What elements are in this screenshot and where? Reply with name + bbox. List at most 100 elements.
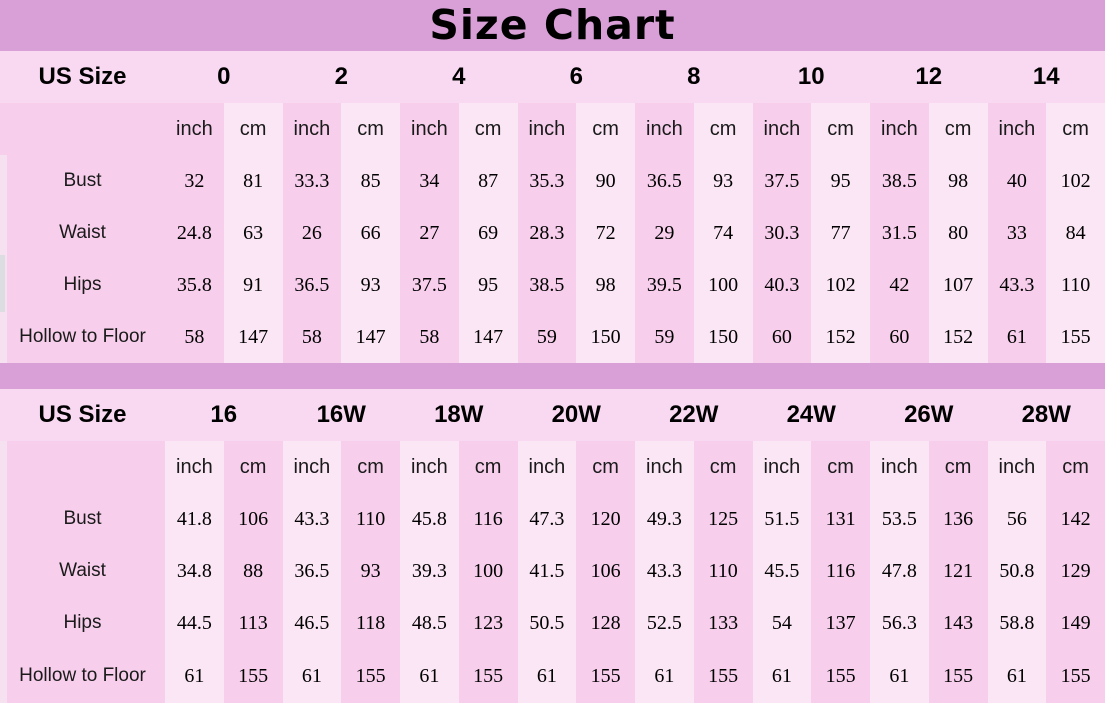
unit-header-cell: inch [998, 117, 1036, 140]
measurement-cell: 152 [811, 311, 870, 363]
measurement-cell: 136 [943, 507, 974, 530]
row-label: Bust [63, 170, 102, 191]
measurement-cell: 56 [987, 493, 1047, 545]
measurement-cell: 106 [590, 559, 621, 582]
measurement-cell: 35.8 [176, 273, 212, 296]
measurement-cell: 37.5 [764, 169, 800, 192]
measurement-cell: 128 [590, 611, 621, 634]
size-header-cell: 16 [210, 401, 238, 428]
measurement-cell: 41.5 [517, 545, 577, 597]
size-header-cell: 20W [551, 401, 601, 428]
measurement-cell: 137 [825, 611, 856, 634]
row-label: Waist [59, 222, 106, 243]
measurement-cell: 35.3 [529, 169, 565, 192]
unit-header-cell: inch [987, 441, 1047, 493]
unit-header-cell: cm [592, 455, 619, 478]
measurement-cell: 43.3 [282, 493, 342, 545]
measurement-cell: 34 [419, 169, 440, 192]
row-label: Bust [63, 508, 102, 529]
unit-header-cell: inch [165, 441, 224, 493]
measurement-cell: 58 [419, 325, 440, 348]
unit-header-cell: cm [827, 455, 854, 478]
unit-header-cell: cm [474, 455, 502, 478]
measurement-cell: 121 [943, 559, 974, 582]
measurement-cell: 37.5 [411, 273, 447, 296]
size-header-cell: 26W [904, 401, 954, 428]
measurement-cell: 61 [282, 649, 342, 703]
measurement-cell: 50.8 [987, 545, 1047, 597]
measurement-cell: 69 [458, 207, 518, 259]
units-row-corner [0, 103, 165, 155]
size-header-cell: 0 [217, 63, 231, 90]
measurement-cell: 61 [165, 649, 224, 703]
measurement-cell: 39.3 [400, 545, 459, 597]
measurement-cell: 47.3 [517, 493, 577, 545]
measurement-cell: 47.8 [870, 545, 929, 597]
measurement-cell: 90 [576, 155, 635, 207]
unit-header-cell: cm [811, 103, 870, 155]
measurement-cell: 155 [1060, 664, 1091, 687]
unit-header-cell: cm [693, 103, 753, 155]
size-header-cell: 18W [434, 401, 484, 428]
measurement-cell: 59 [536, 325, 557, 348]
measurement-cell: 30.3 [764, 221, 800, 244]
size-header-row: US Size 0 2 4 6 8 10 12 14 [0, 51, 1105, 103]
measurement-cell: 87 [458, 155, 518, 207]
measurement-cell: 40.3 [764, 273, 800, 296]
measurement-cell: 46.5 [282, 597, 342, 649]
measurement-cell: 66 [341, 207, 400, 259]
measurement-cell: 155 [1046, 311, 1105, 363]
measurement-cell: 155 [825, 664, 856, 687]
measurement-cell: 26 [301, 221, 322, 244]
unit-header-cell: inch [517, 441, 577, 493]
measurement-cell: 45.5 [752, 545, 812, 597]
measurement-cell: 43.3 [635, 545, 694, 597]
unit-header-cell: inch [282, 441, 342, 493]
measurement-cell: 133 [708, 611, 739, 634]
unit-header-cell: cm [341, 103, 400, 155]
measurement-cell: 98 [576, 259, 635, 311]
measurement-cell: 150 [576, 311, 635, 363]
measurement-cell: 52.5 [635, 597, 694, 649]
size-header-cell: 14 [1032, 63, 1060, 90]
row-label: Hips [63, 612, 102, 633]
measurement-cell: 107 [928, 259, 988, 311]
size-header-cell: 2 [334, 63, 348, 90]
measurement-cell: 58.8 [987, 597, 1047, 649]
measurement-cell: 59 [654, 325, 675, 348]
measurement-cell: 113 [238, 611, 268, 634]
measurement-cell: 85 [341, 155, 400, 207]
measurement-cell: 61 [517, 649, 577, 703]
measurement-cell: 142 [1060, 507, 1091, 530]
measurement-cell: 147 [223, 311, 283, 363]
measurement-cell: 77 [811, 207, 870, 259]
measurement-cell: 155 [473, 664, 504, 687]
measurement-cell: 56.3 [870, 597, 929, 649]
unit-header-cell: cm [1046, 103, 1105, 155]
measurement-cell: 61 [870, 649, 929, 703]
measurement-cell: 100 [693, 259, 753, 311]
measurement-cell: 31.5 [881, 221, 917, 244]
measurement-cell: 72 [576, 207, 635, 259]
unit-header-cell: cm [576, 103, 635, 155]
measurement-row: Hollow to Floor 61 155 61 155 61 155 61 155 61 155… [0, 649, 1105, 703]
measurement-cell: 95 [458, 259, 518, 311]
title-band: Size Chart [0, 0, 1105, 51]
measurement-cell: 81 [223, 155, 283, 207]
measurement-cell: 24.8 [176, 221, 212, 244]
measurement-cell: 147 [341, 311, 400, 363]
measurement-cell: 123 [473, 611, 504, 634]
row-label: Hollow to Floor [19, 665, 146, 686]
measurement-cell: 44.5 [165, 597, 224, 649]
measurement-cell: 116 [825, 559, 856, 582]
measurement-cell: 100 [473, 559, 504, 582]
measurement-row: Waist 24.8 63 26 66 27 69 28.3 72 29 74 30.3 77 31.5 8… [0, 207, 1105, 259]
measurement-cell: 36.5 [646, 169, 682, 192]
size-header-cell: 24W [786, 401, 836, 428]
unit-header-cell: inch [881, 117, 918, 140]
measurement-cell: 32 [184, 169, 205, 192]
measurement-cell: 51.5 [752, 493, 812, 545]
measurement-cell: 61 [752, 649, 812, 703]
measurement-cell: 125 [708, 507, 739, 530]
measurement-cell: 155 [355, 664, 386, 687]
